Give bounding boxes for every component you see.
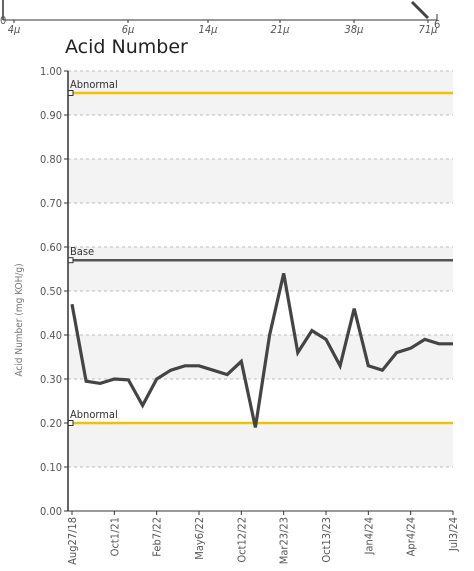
- top-chart-tick-label: 38μ: [345, 23, 364, 36]
- reference-label: Base: [70, 245, 94, 258]
- background-band: [68, 467, 453, 511]
- reference-label: Abnormal: [70, 408, 118, 421]
- reference-lines: Abnormal Base Abnormal: [67, 78, 453, 426]
- y-tick-label: 0.60: [40, 241, 62, 254]
- y-tick-label: 0.10: [40, 461, 62, 474]
- top-chart-y-zero-label: 0: [0, 14, 6, 27]
- x-tick-label: Feb7/22: [151, 517, 164, 557]
- background-band: [68, 203, 453, 247]
- x-tick-label: Oct1/21: [108, 517, 121, 556]
- particle-count-chart: 0 6 4μ 6μ 14μ 21μ 38μ 71μ: [0, 0, 440, 36]
- background-band: [68, 291, 453, 335]
- x-tick-label: Jan4/24: [362, 517, 375, 555]
- top-chart-tick-labels: 4μ 6μ 14μ 21μ 38μ 71μ: [8, 20, 438, 36]
- chart-title: Acid Number: [65, 36, 188, 58]
- background-band: [68, 159, 453, 203]
- background-band: [68, 335, 453, 379]
- top-chart-tick-label: 4μ: [8, 23, 21, 36]
- y-tick-label: 0.00: [40, 505, 62, 518]
- y-tick-label: 0.80: [40, 153, 62, 166]
- x-axis: Aug27/18 Oct1/21 Feb7/22 May6/22 Oct12/22 Mar…: [66, 510, 460, 565]
- x-tick-label: Apr4/24: [405, 517, 418, 556]
- y-tick-label: 0.20: [40, 417, 62, 430]
- top-chart-right-label: 6: [434, 18, 440, 31]
- y-tick-label: 0.50: [40, 285, 62, 298]
- top-chart-tick-label: 71μ: [419, 23, 438, 36]
- x-tick-label: Mar23/23: [278, 517, 291, 564]
- top-chart-tick-label: 14μ: [199, 23, 218, 36]
- top-chart-curve: [410, 0, 430, 20]
- y-axis-title: Acid Number (mg KOH/g): [14, 263, 25, 376]
- top-chart-tick-label: 6μ: [122, 23, 135, 36]
- x-tick-label: Jul3/24: [447, 517, 460, 552]
- y-tick-label: 0.70: [40, 197, 62, 210]
- x-tick-label: Oct12/22: [235, 517, 248, 563]
- y-tick-label: 0.30: [40, 373, 62, 386]
- x-tick-label: Aug27/18: [66, 517, 79, 565]
- top-chart-tick-label: 21μ: [271, 23, 290, 36]
- y-tick-label: 1.00: [40, 65, 62, 78]
- background-band: [68, 115, 453, 159]
- series-group: [70, 273, 453, 428]
- x-tick-label: May6/22: [193, 517, 206, 560]
- acid-number-chart: Abnormal Base Abnormal 0.00 0.10 0.20 0.30 0.4…: [14, 65, 460, 565]
- reference-label: Abnormal: [70, 78, 118, 91]
- background-band: [68, 247, 453, 291]
- series-line: [70, 273, 453, 428]
- y-tick-label: 0.40: [40, 329, 62, 342]
- y-tick-label: 0.90: [40, 109, 62, 122]
- x-tick-label: Oct13/23: [320, 517, 333, 563]
- background-band: [68, 423, 453, 467]
- y-axis: 0.00 0.10 0.20 0.30 0.40 0.50 0.60 0.70 0.80 0.90…: [40, 65, 69, 518]
